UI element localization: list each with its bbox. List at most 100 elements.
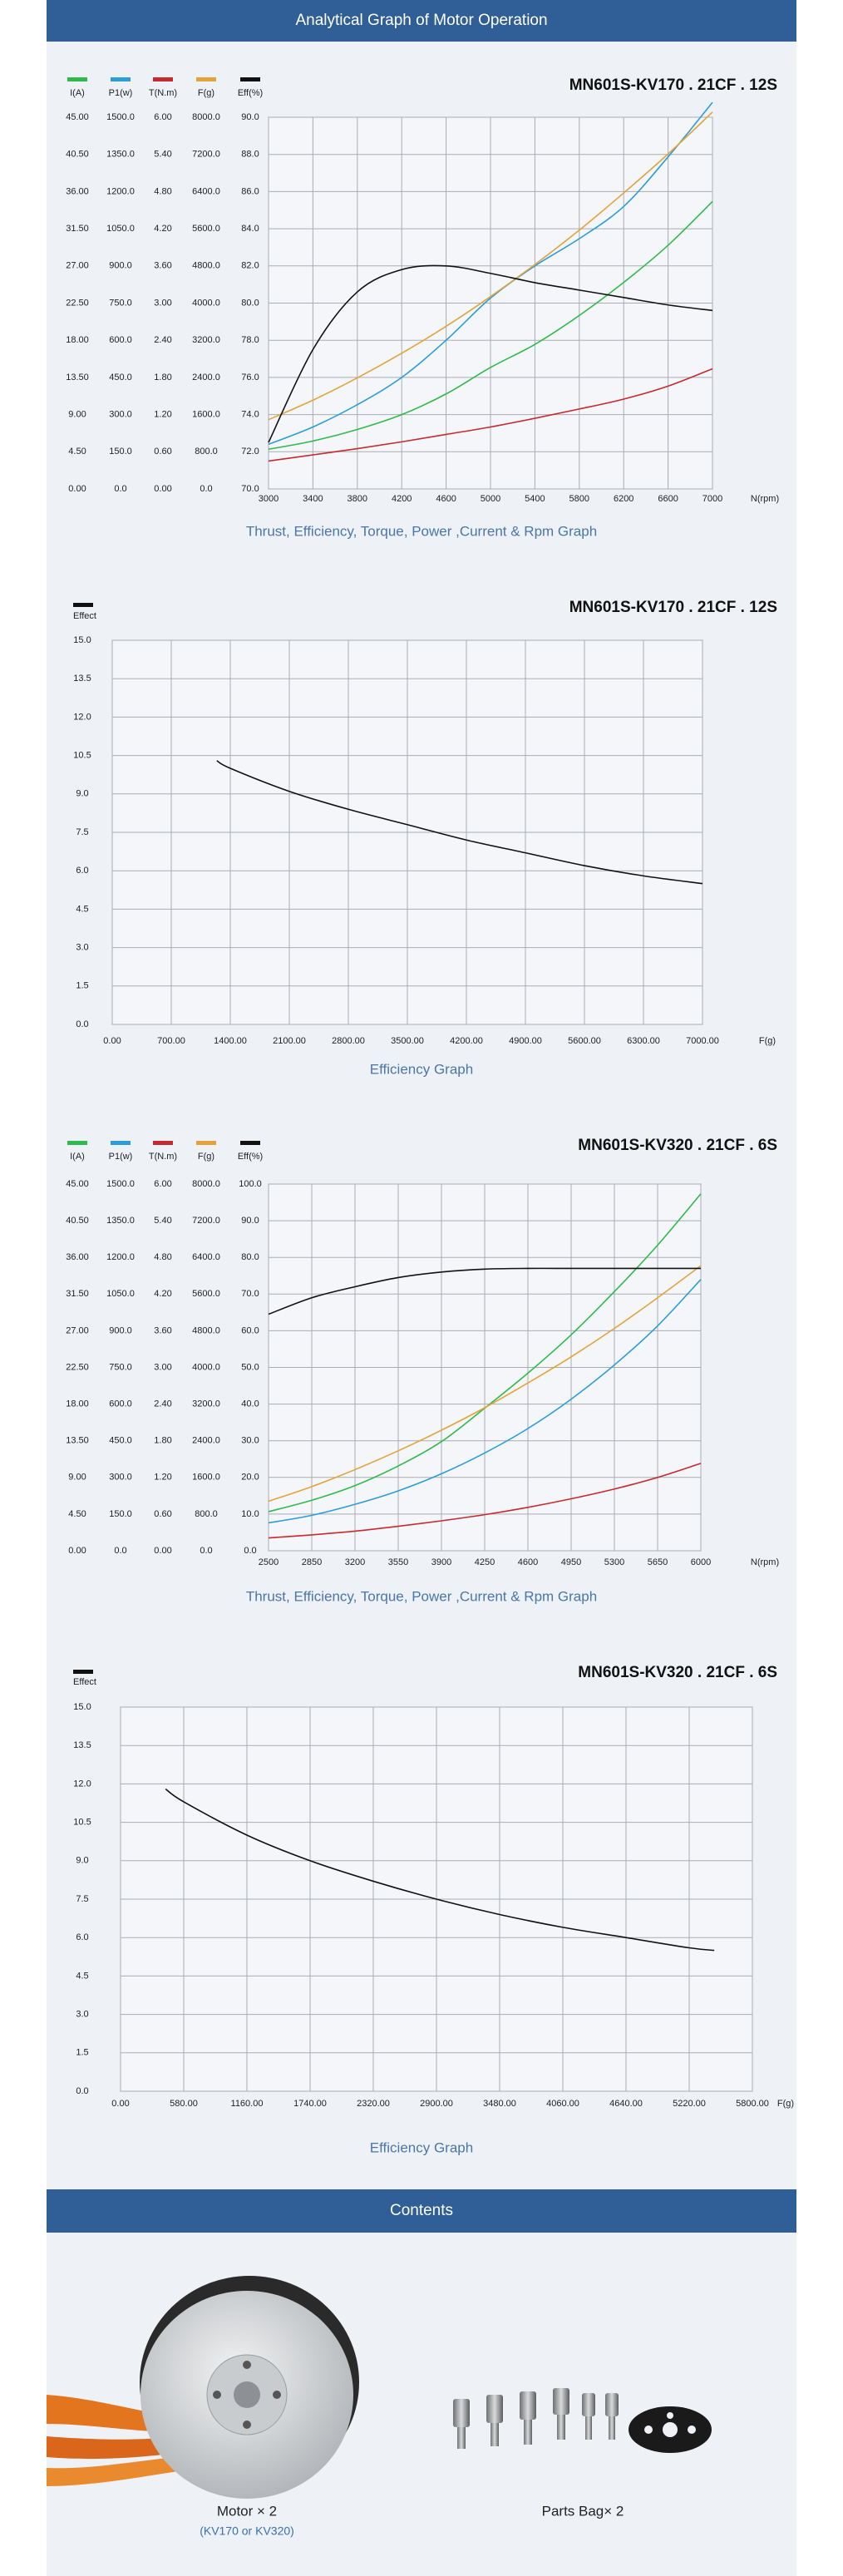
y-tick-label: 5600.0 — [192, 1289, 220, 1299]
y-tick-label: 5600.0 — [192, 224, 220, 234]
x-tick-label: 580.00 — [170, 2099, 198, 2109]
y-tick-label: 1050.0 — [106, 224, 135, 234]
y-tick-label: 900.0 — [109, 261, 132, 271]
y-tick-label: 450.0 — [109, 373, 132, 382]
chart-caption: Efficiency Graph — [370, 2139, 473, 2155]
y-tick-label: 1350.0 — [106, 1216, 135, 1226]
y-tick-label: 7200.0 — [192, 150, 220, 160]
y-tick-label: 45.00 — [66, 1179, 89, 1189]
y-tick-label: 0.60 — [154, 447, 171, 456]
legend-label: I(A) — [70, 1152, 85, 1162]
x-tick-label: 4250 — [475, 1557, 495, 1567]
y-tick-label: 31.50 — [66, 224, 89, 234]
legend-swatch — [153, 77, 173, 81]
y-tick-label: 10.5 — [73, 1818, 91, 1828]
y-tick-label: 12.0 — [73, 1779, 91, 1789]
legend-label: T(N.m) — [149, 1152, 177, 1162]
y-tick-label: 70.0 — [241, 484, 259, 494]
chart-caption: Thrust, Efficiency, Torque, Power ,Curre… — [246, 1588, 597, 1604]
x-axis-label: N(rpm) — [751, 494, 779, 504]
y-tick-label: 300.0 — [109, 410, 132, 420]
y-tick-label: 45.00 — [66, 112, 89, 122]
motor-image — [47, 2276, 359, 2499]
y-tick-label: 450.0 — [109, 1436, 132, 1446]
y-tick-label: 4.80 — [154, 1252, 171, 1262]
y-tick-label: 4800.0 — [192, 1325, 220, 1335]
x-tick-label: 1740.00 — [293, 2099, 327, 2109]
legend-label: Effect — [73, 611, 96, 621]
y-tick-label: 6400.0 — [192, 1252, 220, 1262]
y-tick-label: 9.0 — [76, 1856, 88, 1866]
y-tick-label: 4000.0 — [192, 1362, 220, 1372]
chart-title: MN601S-KV170 . 21CF . 12S — [569, 599, 777, 616]
y-tick-label: 4.20 — [154, 1289, 171, 1299]
x-tick-label: 2800.00 — [332, 1036, 365, 1046]
series-line — [165, 1788, 715, 1952]
y-tick-label: 84.0 — [241, 224, 259, 234]
legend-label: P1(w) — [109, 1152, 133, 1162]
y-tick-label: 0.0 — [76, 1019, 88, 1029]
y-tick-label: 4800.0 — [192, 261, 220, 271]
y-tick-label: 300.0 — [109, 1473, 132, 1483]
y-tick-label: 1200.0 — [106, 186, 135, 196]
y-tick-label: 3.60 — [154, 1325, 171, 1335]
y-tick-label: 6.00 — [154, 1179, 171, 1189]
legend-swatch — [73, 1670, 93, 1674]
y-tick-label: 40.0 — [241, 1399, 259, 1409]
y-tick-label: 600.0 — [109, 335, 132, 345]
y-tick-label: 9.00 — [68, 410, 86, 420]
y-tick-label: 6400.0 — [192, 186, 220, 196]
x-tick-label: 6600 — [658, 494, 678, 504]
y-tick-label: 4.50 — [68, 447, 86, 456]
y-tick-label: 8000.0 — [192, 1179, 220, 1189]
x-axis-label: F(g) — [777, 2099, 794, 2109]
y-tick-label: 10.5 — [73, 751, 91, 761]
y-tick-label: 6.00 — [154, 112, 171, 122]
legend-swatch — [196, 1141, 216, 1145]
x-tick-label: 4200 — [392, 494, 412, 504]
y-tick-label: 0.0 — [200, 1546, 212, 1556]
y-tick-label: 50.0 — [241, 1362, 259, 1372]
x-tick-label: 2100.00 — [273, 1036, 306, 1046]
chart-caption: Efficiency Graph — [370, 1061, 473, 1077]
y-tick-label: 4.5 — [76, 1971, 88, 1981]
y-tick-label: 9.00 — [68, 1473, 86, 1483]
y-tick-label: 2400.0 — [192, 1436, 220, 1446]
x-tick-label: 4060.00 — [546, 2099, 579, 2109]
x-tick-label: 3500.00 — [391, 1036, 424, 1046]
legend-swatch — [240, 77, 260, 81]
x-tick-label: 2500 — [259, 1557, 279, 1567]
y-tick-label: 1.80 — [154, 373, 171, 382]
chart-title: MN601S-KV320 . 21CF . 6S — [578, 1664, 777, 1681]
x-tick-label: 4600 — [436, 494, 456, 504]
y-tick-label: 6.0 — [76, 1932, 88, 1942]
legend-swatch — [153, 1141, 173, 1145]
x-tick-label: 3900 — [431, 1557, 451, 1567]
series-line — [268, 1463, 702, 1539]
y-tick-label: 0.0 — [114, 1546, 126, 1556]
y-tick-label: 31.50 — [66, 1289, 89, 1299]
x-tick-label: 3400 — [303, 494, 323, 504]
x-tick-label: 3550 — [388, 1557, 408, 1567]
x-tick-label: 5800.00 — [736, 2099, 769, 2109]
y-tick-label: 0.0 — [76, 2086, 88, 2096]
y-tick-label: 6.0 — [76, 866, 88, 876]
y-tick-label: 0.60 — [154, 1509, 171, 1519]
y-tick-label: 1600.0 — [192, 410, 220, 420]
y-tick-label: 900.0 — [109, 1325, 132, 1335]
y-tick-label: 13.5 — [73, 674, 91, 683]
y-tick-label: 27.00 — [66, 1325, 89, 1335]
x-tick-label: 6000 — [691, 1557, 711, 1567]
y-tick-label: 4.20 — [154, 224, 171, 234]
series-line — [268, 111, 713, 421]
y-tick-label: 80.0 — [241, 298, 259, 308]
y-tick-label: 5.40 — [154, 150, 171, 160]
parts-image — [453, 2388, 712, 2453]
x-axis-label: N(rpm) — [751, 1557, 779, 1567]
y-tick-label: 36.00 — [66, 186, 89, 196]
y-tick-label: 1500.0 — [106, 112, 135, 122]
y-tick-label: 3.00 — [154, 298, 171, 308]
y-tick-label: 15.0 — [73, 1702, 91, 1712]
y-tick-label: 1600.0 — [192, 1473, 220, 1483]
y-tick-label: 20.0 — [241, 1473, 259, 1483]
